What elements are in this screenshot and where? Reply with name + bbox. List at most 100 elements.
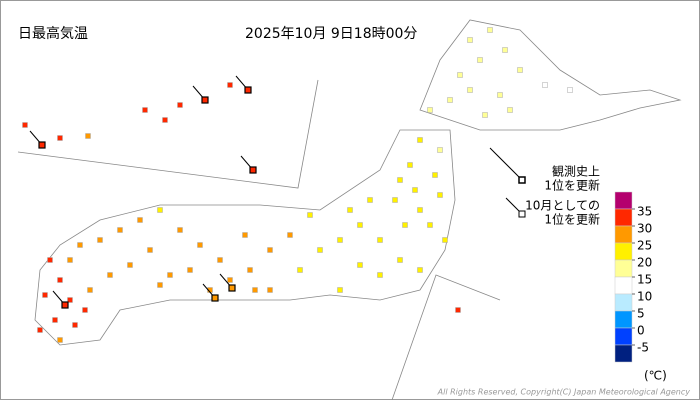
station: [467, 37, 473, 43]
station: [147, 247, 153, 253]
station: [137, 217, 143, 223]
station: [57, 337, 63, 343]
station: [457, 72, 463, 78]
station: [201, 96, 209, 104]
legend-label: 0: [637, 324, 645, 338]
station: [162, 117, 168, 123]
station: [397, 257, 403, 263]
station: [487, 27, 493, 33]
legend-swatch: [614, 191, 633, 210]
station: [37, 327, 43, 333]
station: [507, 107, 513, 113]
station: [142, 107, 148, 113]
station: [502, 47, 508, 53]
note-marker: [518, 210, 526, 218]
station: [52, 317, 58, 323]
station: [177, 227, 183, 233]
station: [517, 67, 523, 73]
station: [427, 222, 433, 228]
station: [167, 272, 173, 278]
station: [377, 272, 383, 278]
station: [482, 112, 488, 118]
station: [407, 162, 413, 168]
legend-label: 20: [637, 256, 652, 270]
station: [367, 197, 373, 203]
station: [247, 267, 253, 273]
station: [357, 222, 363, 228]
station: [157, 282, 163, 288]
station: [287, 232, 293, 238]
station: [211, 294, 219, 302]
legend-swatch: [614, 225, 633, 244]
station: [307, 212, 313, 218]
legend-swatch: [614, 259, 633, 278]
station: [357, 262, 363, 268]
map-title: 日最高気温: [18, 25, 88, 42]
note-text: 観測史上: [552, 165, 600, 179]
station: [337, 287, 343, 293]
station: [412, 187, 418, 193]
station: [117, 227, 123, 233]
station: [107, 272, 113, 278]
station: [437, 192, 443, 198]
station: [477, 57, 483, 63]
station: [67, 257, 73, 263]
station: [297, 267, 303, 273]
station: [85, 133, 91, 139]
station: [227, 82, 233, 88]
legend-label: 10: [637, 290, 652, 304]
station: [228, 284, 236, 292]
station: [447, 97, 453, 103]
station: [252, 287, 258, 293]
note-pointer: [489, 147, 523, 181]
legend-swatch: [614, 208, 633, 227]
legend-swatch: [614, 276, 633, 295]
station: [402, 222, 408, 228]
station: [82, 307, 88, 313]
station: [227, 277, 233, 283]
station: [437, 147, 443, 153]
station: [77, 242, 83, 248]
station: [57, 135, 63, 141]
station: [417, 207, 423, 213]
outlines: [17, 19, 682, 400]
station: [397, 177, 403, 183]
station: [567, 87, 573, 93]
legend-swatch: [614, 327, 633, 346]
station: [57, 277, 63, 283]
legend-unit: (℃): [644, 369, 667, 383]
station: [187, 267, 193, 273]
station: [267, 287, 273, 293]
station: [392, 197, 398, 203]
station: [217, 257, 223, 263]
station: [417, 267, 423, 273]
legend-swatch: [614, 344, 633, 363]
legend-swatch: [614, 293, 633, 312]
legend-label: -5: [637, 341, 649, 355]
station: [417, 137, 423, 143]
note-text: 1位を更新: [544, 178, 600, 193]
station: [47, 257, 53, 263]
note-marker: [518, 176, 526, 184]
station: [38, 141, 46, 149]
station: [347, 207, 353, 213]
station: [87, 287, 93, 293]
station: [42, 292, 48, 298]
station: [432, 172, 438, 178]
note-text: 1位を更新: [544, 212, 600, 227]
station: [249, 166, 257, 174]
station: [317, 247, 323, 253]
station: [442, 237, 448, 243]
timestamp: 2025年10月 9日18時00分: [245, 26, 417, 42]
station: [177, 102, 183, 108]
station: [427, 107, 433, 113]
station: [244, 86, 252, 94]
station: [542, 82, 548, 88]
station: [197, 242, 203, 248]
station: [72, 322, 78, 328]
station: [97, 237, 103, 243]
legend-label: 25: [637, 239, 652, 253]
station: [455, 307, 461, 313]
